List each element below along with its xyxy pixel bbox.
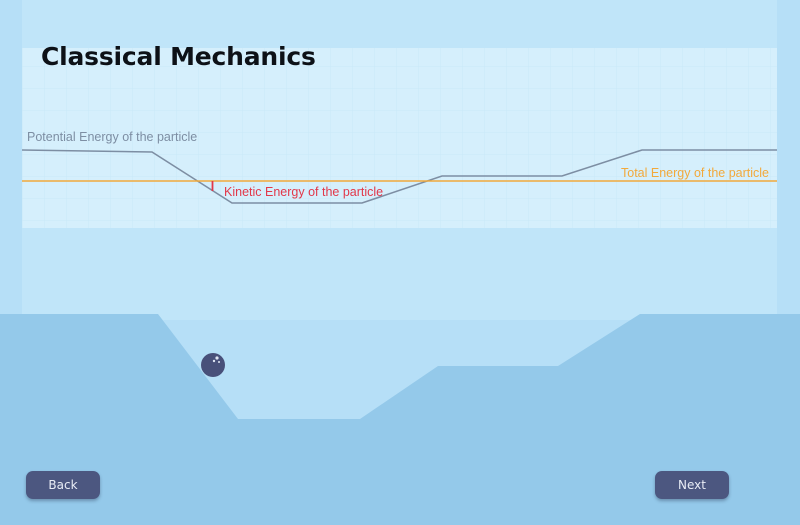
total-energy-label: Total Energy of the particle <box>621 166 769 180</box>
page-title: Classical Mechanics <box>41 42 316 71</box>
next-button[interactable]: Next <box>655 471 729 499</box>
graph-grid <box>22 48 777 228</box>
energy-graph: Potential Energy of the particle Kinetic… <box>21 48 777 228</box>
potential-energy-label: Potential Energy of the particle <box>27 130 197 144</box>
terrain <box>0 314 800 525</box>
particle-ball[interactable] <box>201 353 225 377</box>
potential-energy-line <box>21 149 777 204</box>
back-button[interactable]: Back <box>26 471 100 499</box>
kinetic-energy-label: Kinetic Energy of the particle <box>224 185 383 199</box>
